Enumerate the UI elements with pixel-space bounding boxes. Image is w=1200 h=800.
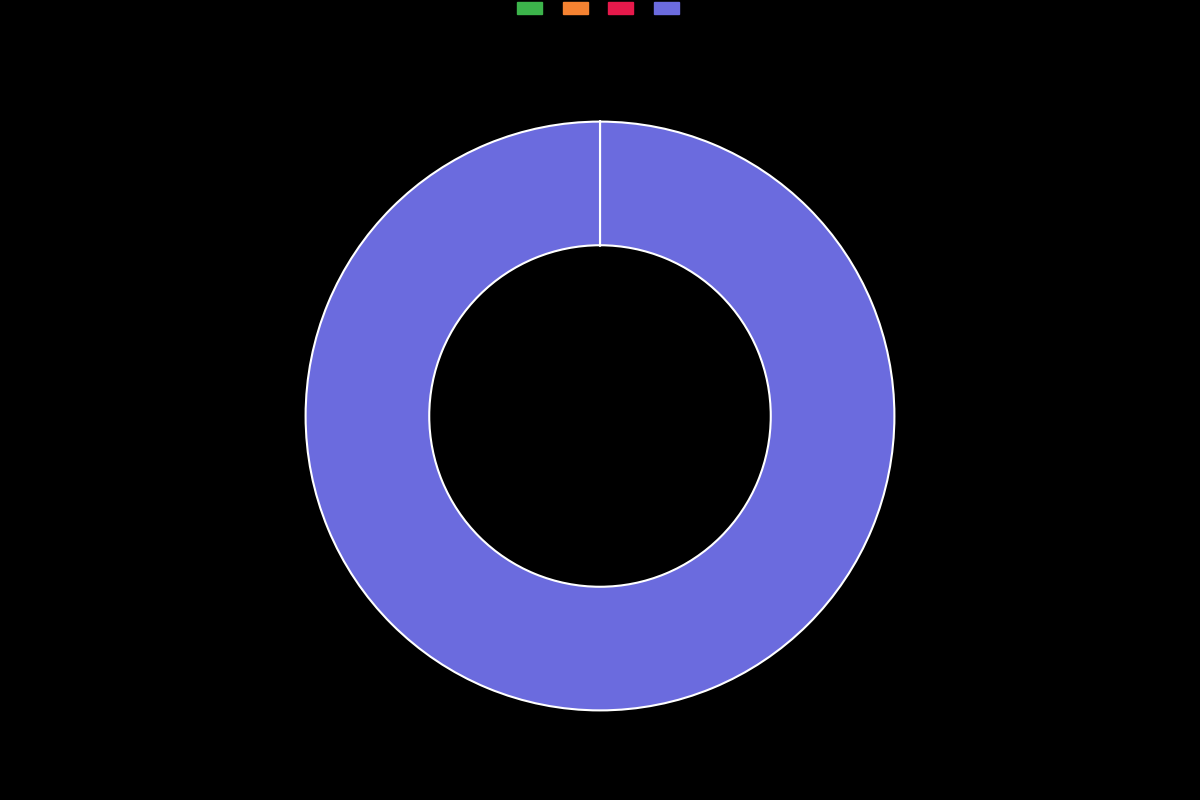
Wedge shape [306,122,894,710]
Legend: , , , : , , , [511,0,689,21]
